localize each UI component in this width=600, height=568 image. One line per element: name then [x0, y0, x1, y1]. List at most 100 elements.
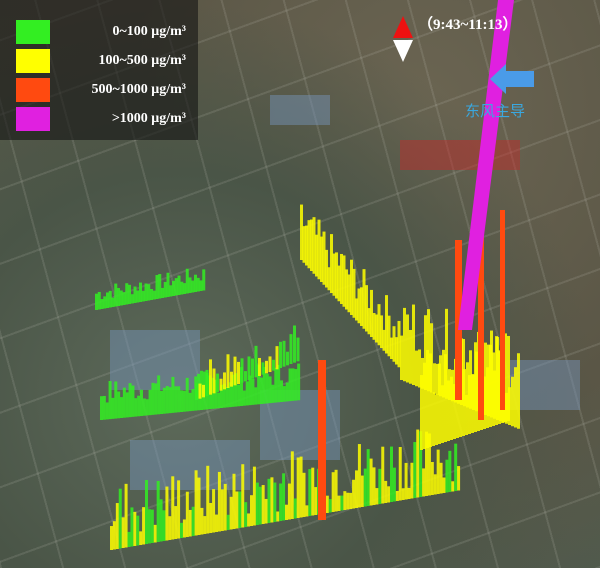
building-cluster [510, 360, 580, 410]
concentration-bar [194, 274, 197, 292]
concentration-bar [217, 471, 221, 532]
concentration-bar [177, 480, 181, 539]
concentration-bar [251, 358, 254, 379]
concentration-bar [153, 524, 157, 543]
concentration-bar [174, 278, 178, 296]
concentration-bar [158, 274, 162, 299]
concentration-bar [154, 383, 158, 415]
concentration-bar [228, 382, 232, 408]
concentration-bar [258, 357, 261, 376]
concentration-bar [262, 366, 266, 404]
concentration-bar [115, 503, 119, 549]
concentration-bar [366, 449, 370, 506]
concentration-bar [447, 380, 450, 441]
concentration-bar [180, 522, 183, 538]
concentration-bar [445, 308, 448, 399]
concentration-bar [465, 394, 468, 435]
concentration-bar [400, 335, 403, 380]
concentration-bar [247, 513, 251, 527]
concentration-bar [274, 367, 278, 403]
concentration-bar [416, 429, 420, 498]
concentration-bar [242, 390, 246, 406]
concentration-bar [196, 277, 200, 292]
concentration-bar [432, 392, 435, 446]
concentration-bar [198, 383, 202, 399]
concentration-bar [232, 473, 236, 529]
concentration-bar [406, 314, 409, 383]
concentration-bar [335, 252, 338, 299]
concentration-bar [378, 468, 382, 504]
concentration-bar [314, 487, 318, 515]
concentration-bar [418, 349, 421, 388]
concentration-bar [100, 299, 104, 309]
concentration-bar [108, 290, 112, 308]
legend-label: 100~500 μg/m³ [98, 53, 186, 68]
concentration-bar [223, 483, 227, 531]
concentration-bar [121, 517, 125, 548]
concentration-bar [117, 287, 120, 306]
concentration-bar [302, 226, 306, 263]
concentration-bar [332, 253, 336, 296]
concentration-bar [222, 383, 226, 408]
concentration-bar [355, 470, 358, 508]
concentration-bar [276, 511, 280, 522]
concentration-bar [142, 398, 146, 416]
concentration-bar [172, 280, 175, 296]
concentration-bar [240, 367, 243, 406]
concentration-bar [185, 491, 189, 537]
concentration-bar [145, 479, 148, 544]
concentration-bar [492, 352, 495, 426]
concentration-bar [285, 504, 288, 520]
concentration-bar [334, 469, 338, 512]
concentration-bar [454, 443, 458, 491]
concentration-bar [450, 376, 453, 440]
concentration-bar [226, 354, 230, 388]
concentration-bar [498, 350, 501, 424]
concentration-bar [191, 389, 195, 411]
concentration-bar [296, 457, 300, 518]
concentration-bar [365, 285, 368, 332]
concentration-bar [144, 283, 148, 301]
concentration-bar [412, 304, 415, 385]
legend-swatch [16, 107, 50, 131]
concentration-bar [468, 375, 471, 434]
concentration-bar [212, 368, 216, 394]
concentration-bar [330, 234, 333, 293]
legend-label: 0~100 μg/m³ [112, 24, 186, 39]
concentration-bar [367, 308, 371, 335]
concentration-bar [237, 384, 241, 407]
concentration-bar [137, 395, 141, 417]
concentration-bar [438, 363, 441, 444]
concentration-bar [514, 367, 517, 428]
concentration-bar [166, 272, 170, 297]
concentration-bar [133, 286, 137, 303]
concentration-bar [95, 293, 98, 310]
concentration-bar [328, 499, 332, 513]
concentration-bar [191, 280, 195, 293]
concentration-bar [380, 315, 383, 348]
concentration-bar [212, 489, 216, 533]
concentration-bar [102, 395, 106, 420]
concentration-bar [238, 491, 242, 528]
concentration-bar [375, 488, 379, 505]
concentration-bar [346, 492, 350, 510]
concentration-bar [387, 315, 391, 357]
concentration-bar [112, 521, 116, 550]
concentration-bar [157, 375, 161, 415]
concentration-bar [442, 349, 445, 398]
concentration-bar [296, 337, 300, 362]
concentration-bar [140, 389, 143, 416]
concentration-bar [357, 288, 361, 324]
concentration-bar [124, 483, 128, 548]
concentration-bar [147, 284, 151, 301]
concentration-bar [168, 516, 172, 540]
concentration-bar [372, 467, 376, 505]
concentration-bar [270, 477, 274, 523]
concentration-bar [127, 531, 131, 547]
concentration-bar [474, 342, 477, 432]
concentration-bar [397, 320, 401, 368]
concentration-bar [305, 505, 309, 517]
concentration-bar [424, 315, 427, 390]
concentration-bar [299, 456, 303, 518]
concentration-bar [320, 236, 323, 282]
